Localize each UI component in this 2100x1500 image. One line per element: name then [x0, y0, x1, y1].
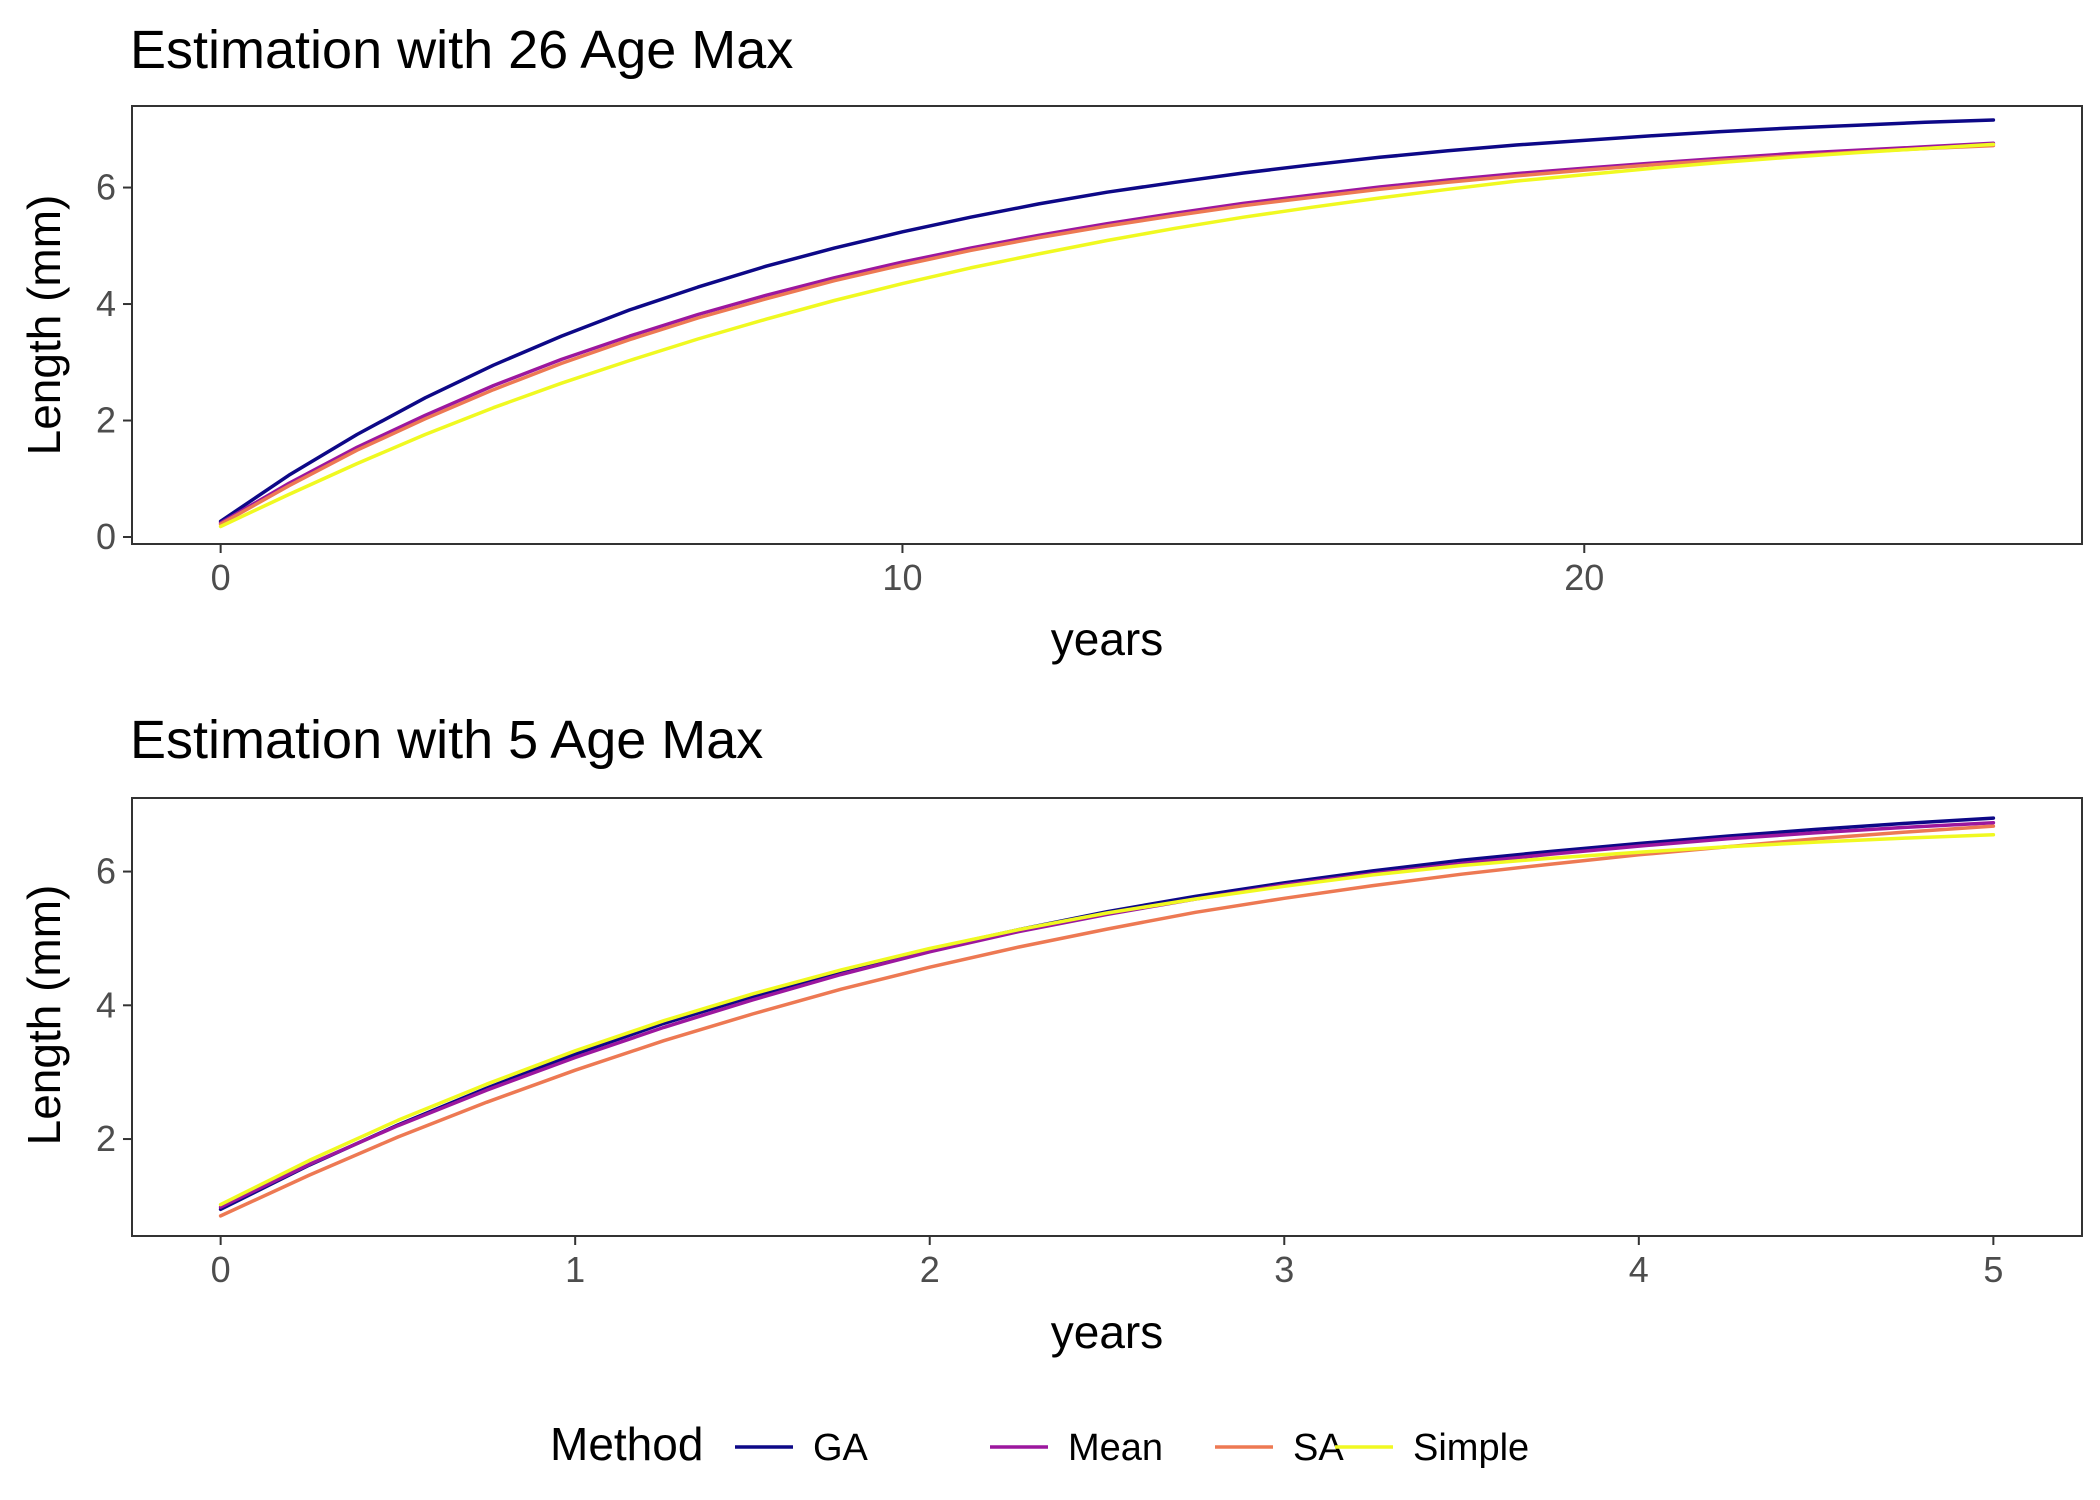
y-tick-label: 2	[96, 1118, 116, 1159]
x-tick-label: 10	[882, 557, 922, 598]
legend-label-mean: Mean	[1068, 1427, 1163, 1469]
y-tick-label: 4	[96, 283, 116, 324]
series-line-sa	[218, 143, 1996, 526]
panel-26-age-max: Estimation with 26 Age Max 0 10 20 0 2 4 6 yea…	[18, 20, 2083, 665]
panel-title: Estimation with 26 Age Max	[130, 20, 793, 80]
plot-frame	[131, 105, 2083, 545]
series-lines	[218, 816, 1996, 1218]
series-line-simple	[218, 833, 1996, 1207]
series-line-ga	[218, 118, 1996, 524]
legend-label-simple: Simple	[1413, 1427, 1529, 1469]
y-axis-title: Length (mm)	[18, 195, 70, 456]
x-axis-title: years	[1051, 613, 1163, 665]
axis-ticks: 0 10 20 0 2 4 6	[96, 167, 1604, 598]
x-tick-label: 4	[1629, 1249, 1649, 1290]
x-tick-label: 1	[565, 1249, 585, 1290]
y-axis-title: Length (mm)	[18, 885, 70, 1146]
y-tick-label: 4	[96, 984, 116, 1025]
x-tick-label: 0	[211, 557, 231, 598]
x-axis-title: years	[1051, 1306, 1163, 1358]
y-tick-label: 2	[96, 400, 116, 441]
y-tick-label: 6	[96, 851, 116, 892]
y-tick-label: 0	[96, 516, 116, 557]
panel-title: Estimation with 5 Age Max	[130, 710, 763, 770]
x-tick-label: 2	[920, 1249, 940, 1290]
axis-ticks: 0 1 2 3 4 5 2 4 6	[96, 851, 2003, 1290]
legend: Method GA Mean SA Simple	[550, 1418, 1529, 1470]
y-tick-label: 6	[96, 167, 116, 208]
x-tick-label: 20	[1564, 557, 1604, 598]
series-lines	[218, 118, 1996, 529]
x-tick-label: 0	[211, 1249, 231, 1290]
series-line-simple	[218, 142, 1996, 529]
legend-title: Method	[550, 1418, 703, 1470]
panel-5-age-max: Estimation with 5 Age Max 0 1 2 3 4 5 2 4 6 year…	[18, 710, 2083, 1358]
plot-frame	[131, 797, 2083, 1237]
x-tick-label: 3	[1274, 1249, 1294, 1290]
series-line-mean	[218, 141, 1996, 525]
x-tick-label: 5	[1983, 1249, 2003, 1290]
legend-label-ga: GA	[813, 1427, 869, 1469]
